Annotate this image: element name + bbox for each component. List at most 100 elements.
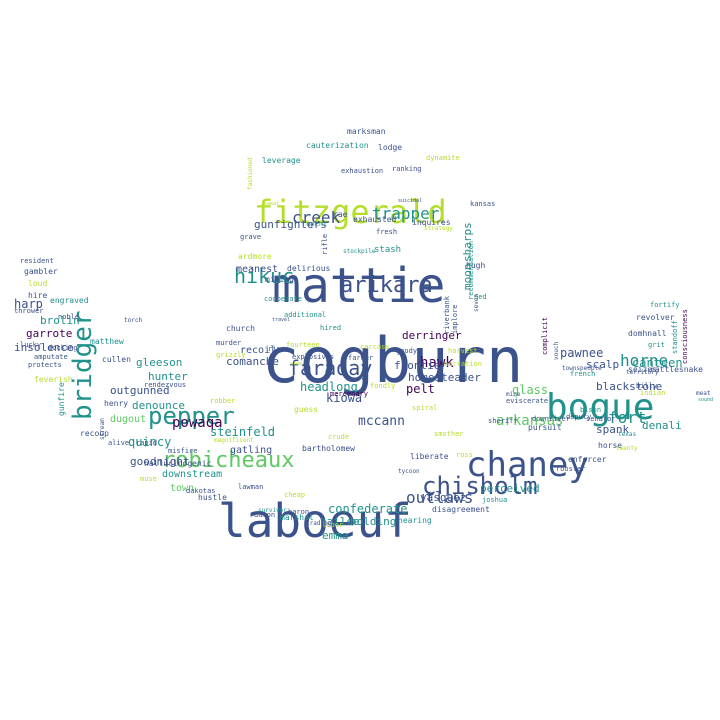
cloud-word: quincy — [128, 435, 172, 449]
cloud-word: dynamite — [426, 154, 460, 162]
cloud-word: smother — [434, 430, 464, 438]
cloud-word: harvest — [448, 347, 478, 355]
cloud-word: cooperate — [264, 295, 302, 303]
cloud-word: sheriff — [488, 417, 518, 425]
cloud-word: laboeuf — [218, 494, 412, 548]
cloud-word: recoil — [240, 345, 277, 356]
cloud-word: crude — [328, 433, 350, 441]
cloud-word: revolver — [636, 313, 675, 322]
cloud-word: farmer — [348, 354, 374, 362]
cloud-word: hailee — [320, 515, 360, 528]
cloud-word: french — [570, 370, 596, 378]
cloud-word: pepper — [148, 402, 235, 430]
cloud-word: spiral — [412, 404, 438, 412]
cloud-word: goody — [396, 347, 418, 355]
cloud-word: cogburn — [262, 324, 524, 397]
cloud-word: blackstone — [596, 380, 663, 393]
cloud-word: holding — [350, 515, 397, 528]
cloud-word: lucky — [20, 341, 42, 349]
cloud-word: feverish — [34, 375, 73, 384]
cloud-word: hawk — [420, 355, 454, 371]
cloud-word: vouch — [553, 341, 560, 360]
cloud-word: hire — [28, 291, 48, 300]
cloud-word: travel — [272, 317, 291, 323]
cloud-word: church — [226, 324, 255, 333]
cloud-word: damon — [254, 511, 276, 519]
cloud-word: senator — [586, 415, 616, 423]
cloud-word: mining — [265, 275, 294, 284]
cloud-word: fitzgerald — [254, 193, 447, 231]
cloud-word: torch — [124, 317, 143, 324]
cloud-word: fortify — [650, 301, 680, 309]
cloud-word: hustle — [198, 493, 227, 502]
cloud-word: muse — [140, 475, 157, 483]
cloud-word: baron — [288, 508, 310, 516]
cloud-word: additional — [284, 311, 327, 319]
cloud-word: fashioned — [247, 157, 254, 190]
cloud-word: suicidal — [398, 198, 423, 204]
cloud-word: stash — [374, 245, 402, 255]
cloud-word: noble — [58, 313, 80, 321]
cloud-word: harp — [14, 297, 43, 311]
cloud-word: headlong — [300, 380, 358, 394]
cloud-word: hugh — [466, 261, 486, 270]
cloud-word: dakotas — [186, 487, 216, 495]
cloud-word: downstream — [162, 469, 223, 480]
cloud-word: eviscerate — [506, 397, 549, 405]
cloud-word: comanche — [226, 355, 279, 368]
cloud-word: murder — [216, 339, 242, 347]
cloud-word: exhaustion — [341, 167, 384, 175]
cloud-word: town — [170, 483, 195, 494]
cloud-word: resident — [20, 257, 54, 265]
cloud-word: homesteader — [408, 371, 481, 384]
cloud-word: meat — [696, 390, 711, 397]
cloud-word: recommendation — [467, 240, 475, 300]
cloud-word: mccann — [358, 414, 405, 429]
cloud-word: riverbank — [443, 296, 451, 334]
cloud-word: bogue — [546, 387, 655, 428]
cloud-word: canteen — [632, 356, 683, 370]
cloud-word: outlaws — [406, 488, 474, 507]
cloud-word: exhausted — [353, 215, 397, 224]
cloud-word: labor — [322, 521, 344, 529]
cloud-word: sound — [698, 397, 714, 403]
cloud-word: strategy — [424, 225, 453, 232]
cloud-word: ranking — [392, 165, 422, 173]
cloud-word: hearing — [398, 516, 432, 525]
cloud-word: spank — [596, 423, 630, 436]
cloud-word: alive — [108, 439, 130, 447]
cloud-word: gambler — [24, 267, 58, 276]
cloud-word: denounce — [132, 399, 185, 412]
cloud-word: misfire — [168, 447, 198, 455]
cloud-word: gleeson — [136, 356, 183, 369]
cloud-word: kiowa — [326, 391, 363, 405]
cloud-word: leverage — [262, 156, 301, 165]
cloud-word: creek — [292, 208, 341, 227]
cloud-word: enforcer — [568, 455, 607, 464]
cloud-word: insolence — [14, 341, 74, 354]
cloud-word: powaqa — [172, 415, 223, 431]
cloud-word: bison — [580, 406, 602, 414]
cloud-word: loud — [28, 279, 48, 288]
cloud-word: vasquez — [420, 491, 467, 504]
cloud-word: protects — [28, 361, 62, 369]
cloud-word: fort — [608, 408, 647, 427]
cloud-word: standoff — [671, 320, 679, 354]
cloud-word: delirious — [287, 264, 331, 273]
cloud-word: lodge — [378, 143, 403, 152]
cloud-word: domhnall — [628, 329, 667, 338]
cloud-word: complicit — [541, 317, 549, 355]
cloud-word: mattie — [272, 258, 446, 314]
cloud-word: frontier — [394, 359, 447, 372]
cloud-word: amputate — [34, 353, 68, 361]
cloud-word: rise — [268, 345, 285, 353]
cloud-word: twenty — [616, 445, 638, 452]
cloud-word: recoup — [80, 429, 109, 438]
cloud-word: trading — [306, 520, 332, 527]
cloud-word: hired — [320, 324, 342, 332]
cloud-word: narration — [444, 360, 482, 368]
cloud-word: perceived — [480, 482, 540, 495]
cloud-word: seven — [473, 293, 480, 312]
cloud-word: billy — [636, 382, 658, 390]
